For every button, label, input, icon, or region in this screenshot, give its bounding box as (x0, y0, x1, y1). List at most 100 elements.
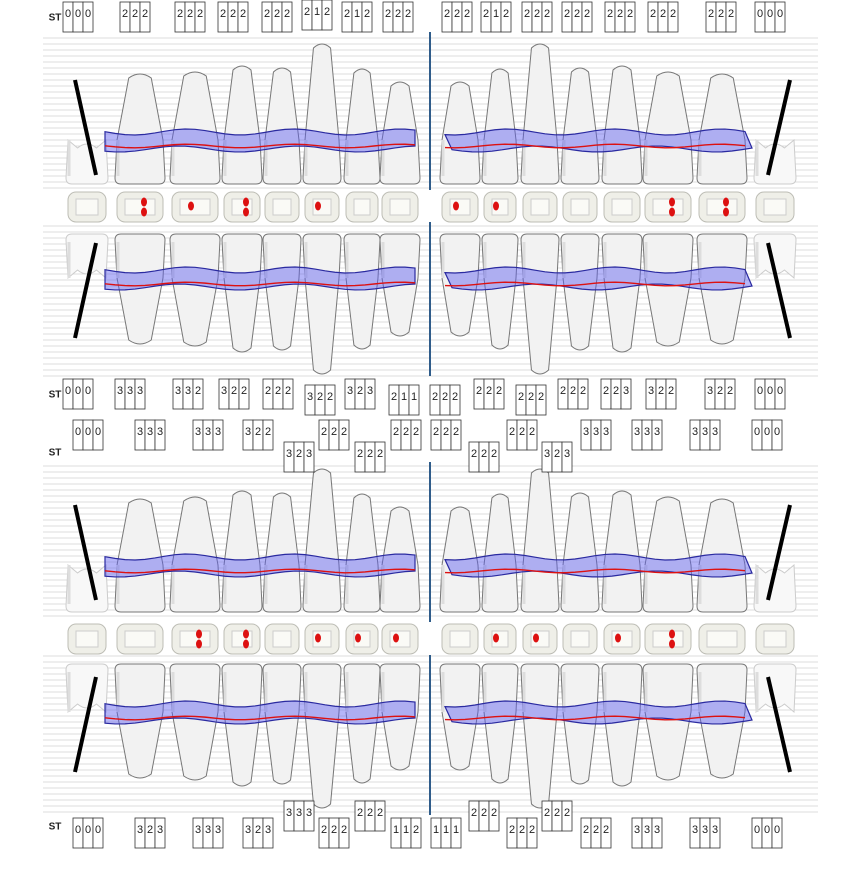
value-cell (667, 1, 679, 33)
value-cell (581, 1, 593, 33)
probing-depth: 0 (85, 8, 91, 20)
probing-depth: 3 (634, 824, 640, 836)
value-cell (192, 378, 204, 410)
probing-depth: 0 (65, 385, 71, 397)
value-cell (237, 1, 249, 33)
value-cell (321, 0, 333, 31)
value-cell (238, 378, 250, 410)
gum-margin (444, 715, 746, 721)
occlusal-fossa (570, 198, 590, 216)
probing-depth: 2 (509, 824, 515, 836)
probing-depth: 2 (613, 385, 619, 397)
probing-depth: 0 (75, 385, 81, 397)
probing-depth: 0 (85, 385, 91, 397)
tooth (114, 663, 166, 779)
row-label: ST (49, 390, 62, 401)
caries-mark (188, 201, 194, 211)
probing-depth: 2 (395, 8, 401, 20)
probing-depth: 0 (75, 8, 81, 20)
probing-depth: 2 (403, 426, 409, 438)
probing-depth: 1 (443, 824, 449, 836)
caries-mark (243, 639, 249, 649)
value-cell (774, 378, 786, 410)
value-cell (577, 378, 589, 410)
probing-depth: 2 (304, 6, 310, 18)
value-cell (526, 419, 538, 451)
probing-depth: 2 (650, 8, 656, 20)
value-cell (374, 441, 386, 473)
probing-depth: 1 (354, 8, 360, 20)
tooth (753, 233, 797, 280)
probing-depth: 3 (265, 824, 271, 836)
value-cell (526, 817, 538, 849)
probing-depth: 0 (777, 385, 783, 397)
probing-depth: 2 (265, 385, 271, 397)
tooth (302, 663, 342, 809)
value-cell (725, 1, 737, 33)
probing-depth: 2 (491, 807, 497, 819)
value-cell (303, 441, 315, 473)
value-cell (408, 384, 420, 416)
probing-depth: 3 (644, 426, 650, 438)
gingival-band (444, 128, 753, 153)
probing-depth: 2 (574, 8, 580, 20)
probing-depth: 2 (231, 385, 237, 397)
probing-depth: 2 (142, 8, 148, 20)
tooth (221, 65, 263, 185)
tooth (601, 663, 643, 787)
value-cell (282, 378, 294, 410)
missing-mark (73, 504, 98, 601)
value-cell (92, 419, 104, 451)
probing-depth: 3 (117, 385, 123, 397)
probing-depth: 2 (603, 824, 609, 836)
value-cell (364, 378, 376, 410)
tooth (481, 68, 519, 185)
tooth (379, 81, 421, 185)
value-cell (374, 800, 386, 832)
probing-depth: 2 (132, 8, 138, 20)
probing-depth: 2 (413, 426, 419, 438)
probing-depth: 2 (187, 8, 193, 20)
probing-depth: 3 (692, 426, 698, 438)
tooth (753, 138, 797, 185)
occlusal-fossa (706, 630, 738, 648)
occlusal-fossa (449, 630, 471, 648)
gingival-band (104, 128, 416, 153)
occlusal-fossa (389, 630, 411, 648)
probing-depth: 3 (245, 426, 251, 438)
probing-depth: 2 (519, 824, 525, 836)
probing-depth: 2 (518, 391, 524, 403)
probing-depth: 2 (519, 426, 525, 438)
probing-depth: 0 (75, 824, 81, 836)
probing-depth: 2 (357, 807, 363, 819)
probing-depth: 3 (654, 426, 660, 438)
probing-depth: 2 (275, 385, 281, 397)
caries-mark (533, 633, 539, 643)
probing-depth: 3 (593, 426, 599, 438)
tooth (601, 65, 643, 185)
probing-depth: 2 (584, 8, 590, 20)
row-label: ST (49, 13, 62, 24)
probing-depth: 2 (668, 385, 674, 397)
value-cell (620, 378, 632, 410)
occlusal-fossa (611, 198, 633, 216)
probing-depth: 3 (707, 385, 713, 397)
probing-depth: 2 (255, 426, 261, 438)
probing-depth: 2 (603, 385, 609, 397)
value-cell (338, 817, 350, 849)
tooth (169, 71, 221, 185)
probing-depth: 2 (317, 391, 323, 403)
probing-depth: 3 (702, 824, 708, 836)
value-cell (724, 378, 736, 410)
occlusal-fossa (763, 198, 787, 216)
occlusal-fossa (652, 198, 684, 216)
tooth (481, 493, 519, 613)
tooth (481, 663, 519, 784)
probing-depth: 0 (754, 426, 760, 438)
value-cell (92, 817, 104, 849)
tooth (65, 663, 109, 714)
probing-depth: 2 (443, 426, 449, 438)
value-cell (212, 419, 224, 451)
caries-mark (669, 207, 675, 217)
